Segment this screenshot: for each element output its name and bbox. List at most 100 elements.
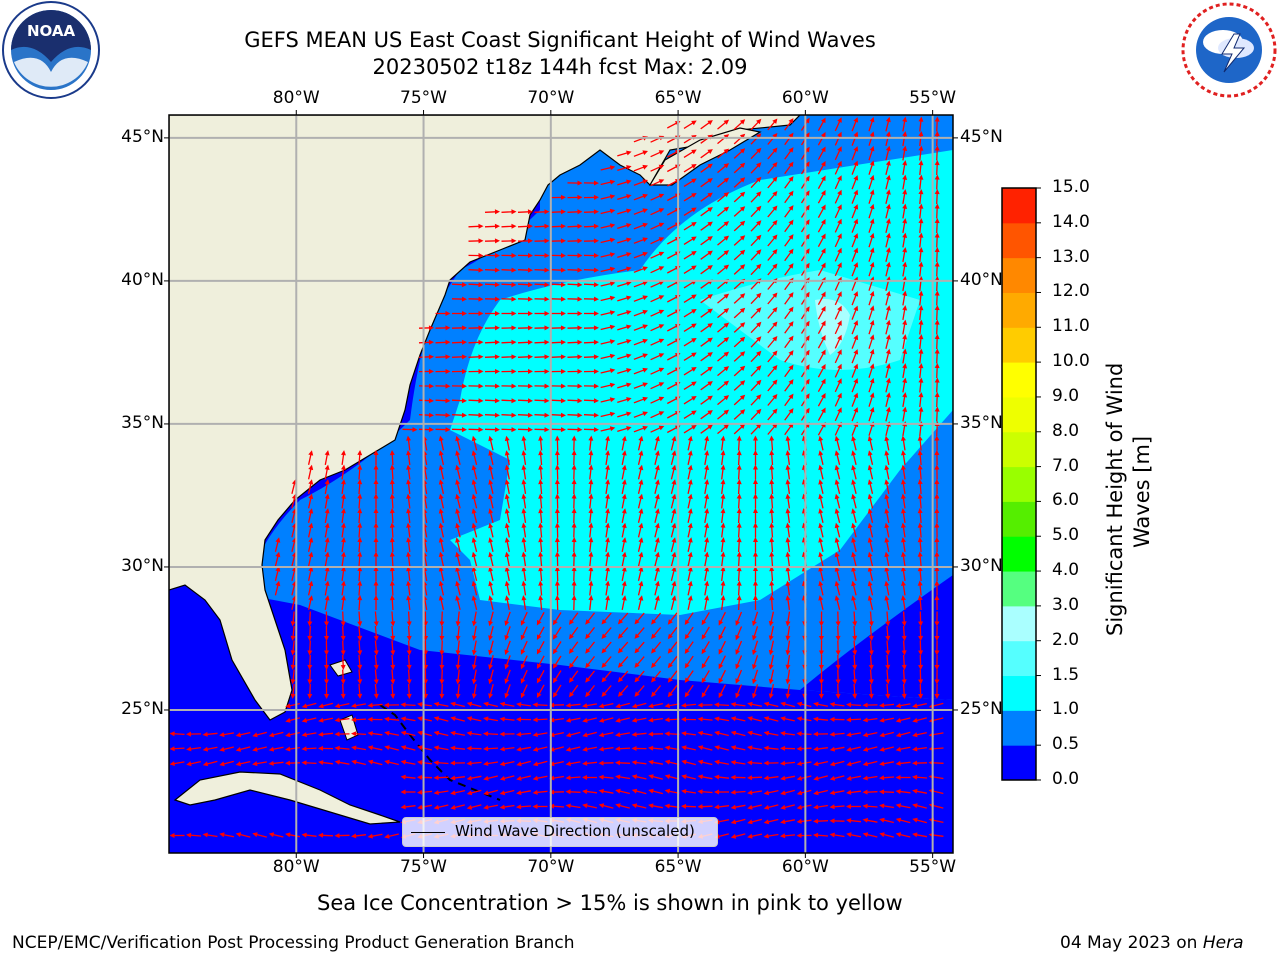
wave-direction-arrowhead xyxy=(804,248,810,254)
wave-direction-arrowhead xyxy=(869,261,875,268)
wave-direction-arrowhead xyxy=(389,479,395,485)
wave-direction-arrowhead xyxy=(638,595,644,601)
wave-direction-arrowhead xyxy=(862,702,868,708)
wave-direction-arrowhead xyxy=(455,522,461,529)
wave-direction-arrowhead xyxy=(528,253,533,258)
colorbar-segment xyxy=(1002,292,1036,328)
map-gridlines xyxy=(169,115,953,853)
wave-direction-arrowhead xyxy=(687,435,693,442)
wave-direction-arrowhead xyxy=(917,566,923,572)
wave-direction-arrowhead xyxy=(582,746,588,752)
wave-direction-arrowhead xyxy=(934,435,940,441)
colorbar xyxy=(1001,187,1041,781)
wave-direction-arrowhead xyxy=(634,677,640,683)
wave-direction-arrowhead xyxy=(406,508,411,514)
wave-direction-arrowhead xyxy=(471,435,477,442)
wave-direction-arrowhead xyxy=(804,190,810,196)
wave-direction-arrowhead xyxy=(735,663,740,670)
wave-direction-arrowhead xyxy=(334,731,340,737)
wave-direction-arrowhead xyxy=(885,189,891,195)
wave-direction-arrowhead xyxy=(571,537,577,543)
wave-direction-arrowhead xyxy=(554,595,560,601)
wave-direction-arrowhead xyxy=(582,803,588,809)
wave-direction-arrowhead xyxy=(433,775,439,781)
wave-direction-arrowhead xyxy=(934,566,940,572)
wave-direction-arrowhead xyxy=(837,320,842,326)
wave-direction-arrowhead xyxy=(455,464,461,471)
wave-direction-arrowhead xyxy=(768,693,774,699)
wave-direction-arrowhead xyxy=(671,435,677,442)
wave-direction-arrowhead xyxy=(796,790,803,796)
wave-direction-arrowhead xyxy=(527,267,533,273)
wave-direction-arrowhead xyxy=(582,789,588,795)
wave-direction-arrowhead xyxy=(455,664,461,670)
wave-direction-arrows xyxy=(169,116,944,839)
wave-direction-arrowhead xyxy=(638,435,644,442)
wave-direction-arrowhead xyxy=(593,427,599,433)
wave-direction-arrowhead xyxy=(851,493,857,500)
wave-direction-arrowhead xyxy=(707,337,713,343)
wave-direction-arrowhead xyxy=(301,732,307,738)
wave-direction-arrowhead xyxy=(169,746,175,752)
wave-direction-arrowhead xyxy=(681,731,687,736)
wave-direction-arrowhead xyxy=(357,566,363,572)
wave-direction-arrowhead xyxy=(544,209,550,215)
wave-direction-arrowhead xyxy=(671,464,677,471)
wave-direction-arrowhead xyxy=(521,450,527,456)
wave-direction-arrowhead xyxy=(869,305,875,311)
wave-direction-arrowhead xyxy=(772,220,778,226)
wave-direction-arrowhead xyxy=(585,648,591,654)
wave-direction-arrowhead xyxy=(730,716,737,722)
wave-direction-arrowhead xyxy=(626,237,632,243)
wave-direction-arrowhead xyxy=(818,508,824,514)
wave-direction-arrowhead xyxy=(642,237,648,243)
wave-direction-arrowhead xyxy=(912,717,918,723)
wave-direction-arrowhead xyxy=(605,508,610,514)
wave-direction-arrowhead xyxy=(455,537,461,543)
wave-direction-arrowhead xyxy=(609,310,616,316)
wave-direction-arrowhead xyxy=(691,323,697,329)
noaa-logo-text: NOAA xyxy=(27,22,76,40)
wave-direction-arrowhead xyxy=(544,311,550,316)
wave-direction-arrowhead xyxy=(697,774,703,780)
wave-direction-arrowhead xyxy=(884,522,890,529)
wave-direction-arrowhead xyxy=(617,677,624,683)
wave-direction-arrowhead xyxy=(918,363,924,369)
wave-direction-arrowhead xyxy=(494,223,500,229)
wave-direction-arrowhead xyxy=(373,621,379,627)
wave-direction-arrowhead xyxy=(511,296,517,302)
wave-direction-arrowhead xyxy=(756,234,762,241)
wave-direction-arrowhead xyxy=(438,493,444,500)
wave-direction-arrowhead xyxy=(406,650,412,656)
wave-direction-arrowhead xyxy=(324,508,330,514)
wave-direction-arrowhead xyxy=(834,551,840,558)
wave-direction-arrowhead xyxy=(707,149,713,154)
wave-direction-arrowhead xyxy=(642,222,648,228)
wave-direction-arrowhead xyxy=(565,732,572,738)
wave-direction-arrowhead xyxy=(867,435,873,442)
wave-direction-arrowhead xyxy=(701,677,707,684)
wave-direction-arrowhead xyxy=(704,508,710,514)
wave-direction-arrowhead xyxy=(869,363,875,369)
wave-direction-arrowhead xyxy=(521,479,527,485)
wave-direction-arrowhead xyxy=(768,678,774,685)
wave-direction-arrowhead xyxy=(846,732,852,737)
wave-direction-arrowhead xyxy=(565,789,571,795)
wave-direction-arrowhead xyxy=(723,351,730,357)
wave-direction-arrowhead xyxy=(511,238,517,244)
wave-direction-arrowhead xyxy=(560,383,566,389)
wave-direction-arrowhead xyxy=(334,717,340,723)
wave-direction-arrowhead xyxy=(609,252,616,258)
wave-direction-arrowhead xyxy=(772,321,778,327)
wave-direction-arrowhead xyxy=(691,352,697,358)
wave-direction-arrowhead xyxy=(704,537,710,543)
wave-direction-arrowhead xyxy=(389,580,395,586)
wave-direction-arrowhead xyxy=(478,223,484,229)
wave-direction-arrowhead xyxy=(879,746,885,752)
wave-direction-arrowhead xyxy=(691,164,697,169)
wave-direction-arrowhead xyxy=(667,633,673,640)
wave-direction-arrowhead xyxy=(667,648,673,654)
wave-direction-arrowhead xyxy=(367,731,373,736)
wave-direction-arrowhead xyxy=(455,635,461,641)
wave-direction-arrowhead xyxy=(747,775,753,781)
